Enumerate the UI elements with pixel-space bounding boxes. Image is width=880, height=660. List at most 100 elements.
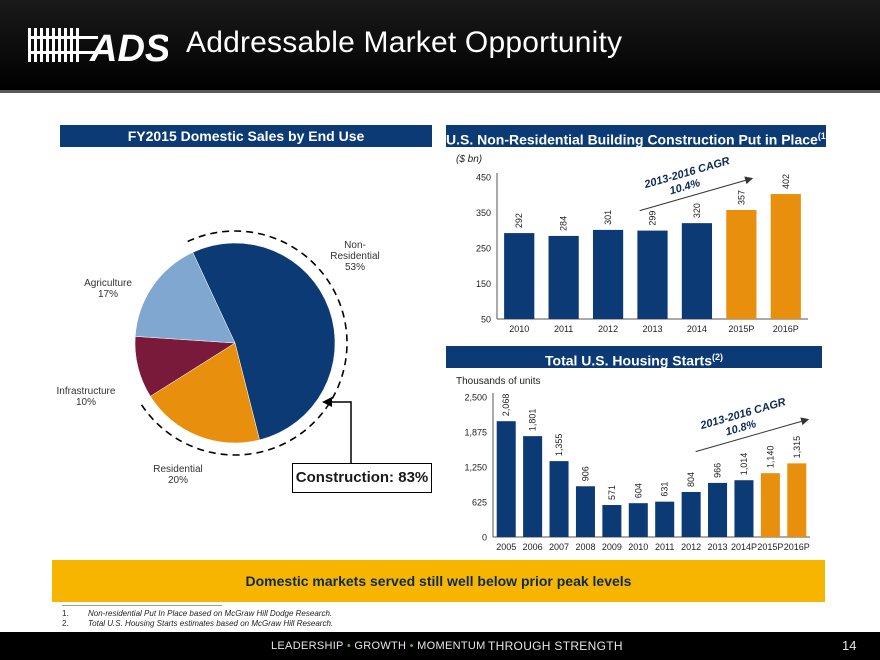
housing-svg-bar-2014P: [734, 480, 754, 537]
nonres-svg-category-2010: 2010: [509, 324, 529, 334]
nonres-title-text: U.S. Non-Residential Building Constructi…: [446, 131, 818, 148]
housing-svg-bar-2016P: [787, 463, 807, 537]
footer-tag-momentum: MOMENTUM: [417, 640, 486, 652]
footer-tag-growth: GROWTH: [354, 640, 407, 652]
nonres-svg-ylabel: ($ bn): [456, 154, 482, 165]
res-label-pct: 20%: [167, 475, 188, 486]
nonres-svg-cagr-arrow: [639, 179, 746, 212]
housing-svg-category-2005: 2005: [496, 542, 516, 552]
housing-svg-category-2007: 2007: [549, 542, 569, 552]
housing-svg-ytick-4: 2,500: [464, 393, 487, 403]
nonres-svg-cagr-value: 10.4%: [668, 177, 702, 197]
housing-svg-ytick-1: 625: [472, 498, 487, 508]
nonres-svg-bar-2010: [504, 233, 535, 319]
header-bar: ADS Addressable Market Opportunity: [0, 0, 880, 90]
footnote-2: 2. Total U.S. Housing Starts estimates ba…: [62, 619, 333, 628]
nonres-svg-ytick-3: 350: [476, 208, 491, 218]
ads-logo: ADS: [28, 28, 168, 66]
pie-slice-residential: [150, 342, 260, 444]
housing-svg-category-2013: 2013: [708, 542, 728, 552]
nonres-label-line2: Residential: [330, 251, 380, 262]
footer-sep-2: •: [409, 640, 414, 652]
housing-svg-value-label-2010: 604: [633, 483, 643, 498]
nonres-svg-value-label-2015P: 357: [736, 190, 746, 205]
footnote-1-text: Non-residential Put In Place based on Mc…: [88, 609, 333, 618]
page-number: 14: [842, 638, 857, 653]
nonres-svg-bar-2012: [592, 229, 624, 319]
housing-title-sup: (2): [711, 352, 723, 362]
housing-svg-value-label-2016P: 1,315: [792, 436, 802, 459]
pie-panel-title: FY2015 Domestic Sales by End Use: [60, 125, 432, 147]
nonres-svg-category-2012: 2012: [598, 324, 618, 334]
nonres-svg-ytick-1: 150: [476, 279, 491, 289]
page-title: Addressable Market Opportunity: [186, 26, 623, 59]
nonres-svg-category-2014: 2014: [687, 324, 707, 334]
housing-svg-value-label-2006: 1,801: [528, 409, 538, 432]
nonres-svg-bar-2011: [548, 235, 579, 319]
nonres-svg-value-label-2013: 299: [648, 211, 658, 226]
housing-svg-category-2012: 2012: [681, 542, 701, 552]
housing-svg-category-2011: 2011: [655, 542, 674, 552]
pie-label-residential: Residential 20%: [142, 464, 214, 486]
housing-svg-bar-2008: [575, 486, 595, 537]
footnote-divider: [62, 605, 222, 606]
housing-svg-value-label-2009: 571: [607, 485, 617, 500]
nonres-svg-value-label-2010: 292: [514, 213, 524, 228]
footer-tagline: LEADERSHIP • GROWTH • MOMENTUM: [271, 640, 486, 652]
footnote-2-num: 2.: [62, 619, 69, 628]
nonres-svg-cagr-label: 2013-2016 CAGR: [642, 155, 731, 191]
footer-strength: THROUGH STRENGTH: [488, 639, 623, 653]
pie-slice-non-residential: [192, 242, 336, 441]
summary-callout: Domestic markets served still well below…: [52, 560, 825, 602]
header-divider: [0, 90, 880, 93]
housing-svg-ytick-3: 1,875: [464, 428, 487, 438]
footer-tag-leadership: LEADERSHIP: [271, 640, 344, 652]
housing-svg-category-2015P: 2015P: [757, 542, 783, 552]
housing-svg-category-2016P: 2016P: [784, 542, 810, 552]
nonres-svg-ytick-2: 250: [476, 244, 491, 254]
nonres-svg-value-label-2012: 301: [603, 210, 613, 225]
nonres-svg-ytick-0: 50: [481, 315, 491, 325]
housing-svg-bar-2015P: [760, 473, 780, 537]
footer-bar: LEADERSHIP • GROWTH • MOMENTUM THROUGH S…: [0, 632, 880, 660]
housing-svg-value-label-2012: 804: [686, 472, 696, 487]
nonres-svg-bar-2013: [637, 230, 668, 319]
construction-arc: [139, 230, 348, 456]
nonres-label-line1: Non-: [344, 240, 366, 251]
housing-svg-ytick-0: 0: [482, 533, 487, 543]
housing-svg-value-label-2011: 631: [660, 482, 670, 497]
nonres-svg-category-2015P: 2015P: [728, 324, 754, 334]
agri-label-name: Agriculture: [84, 278, 132, 289]
housing-svg-bar-2011: [655, 501, 675, 537]
housing-svg-cagr-arrowhead: [800, 417, 810, 426]
nonres-svg-category-2013: 2013: [642, 324, 662, 334]
housing-svg-bar-2013: [708, 482, 728, 537]
housing-svg-value-label-2015P: 1,140: [765, 446, 775, 469]
nonres-svg-value-label-2011: 284: [559, 216, 569, 231]
housing-svg-value-label-2013: 966: [713, 463, 723, 478]
housing-svg-value-label-2007: 1,355: [554, 434, 564, 457]
infra-label-pct: 10%: [75, 397, 96, 408]
nonres-svg-cagr-arrowhead: [744, 176, 754, 185]
nonres-svg-category-2016P: 2016P: [773, 324, 799, 334]
housing-svg-value-label-2008: 906: [580, 466, 590, 481]
housing-svg-value-label-2005: 2,068: [501, 394, 511, 417]
pie-title-text: FY2015 Domestic Sales by End Use: [127, 128, 365, 144]
housing-svg-cagr-label: 2013-2016 CAGR: [698, 396, 787, 432]
nonres-svg-bar-2015P: [726, 210, 757, 319]
footnote-1-num: 1.: [62, 609, 69, 618]
footnote-2-text: Total U.S. Housing Starts estimates base…: [88, 619, 334, 628]
housing-svg-bar-2010: [628, 503, 648, 537]
agri-label-pct: 17%: [97, 289, 118, 300]
housing-svg-bar-2007: [549, 461, 569, 537]
housing-svg-ylabel: Thousands of units: [456, 376, 541, 387]
housing-svg-category-2014P: 2014P: [731, 542, 757, 552]
housing-svg-category-2008: 2008: [575, 542, 595, 552]
pie-slice-agriculture: [134, 252, 236, 344]
nonres-svg-bar-2014: [681, 223, 713, 319]
res-label-name: Residential: [153, 464, 203, 475]
housing-svg-cagr-arrow: [695, 420, 802, 453]
